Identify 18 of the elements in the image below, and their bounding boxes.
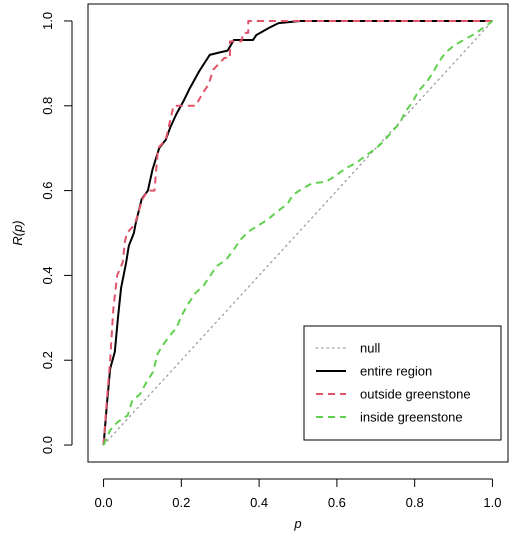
legend-label: entire region (360, 364, 432, 379)
y-tick-label: 0.8 (40, 96, 55, 115)
x-tick-label: 0.4 (250, 495, 268, 510)
y-tick-label: 0.0 (40, 436, 55, 454)
y-tick-label: 0.2 (40, 351, 55, 370)
x-tick-label: 0.0 (94, 495, 113, 510)
x-tick-label: 0.6 (328, 495, 346, 510)
y-tick-label: 0.6 (40, 182, 55, 200)
x-tick-label: 0.2 (172, 495, 190, 510)
x-axis-title: p (293, 516, 302, 531)
y-tick-label: 0.4 (40, 266, 55, 284)
y-axis-title: R(p) (10, 220, 25, 246)
legend-label: outside greenstone (360, 386, 471, 402)
legend-label: null (360, 340, 380, 356)
x-tick-label: 0.8 (406, 495, 424, 510)
y-tick-label: 1.0 (40, 12, 55, 30)
legend-label: inside greenstone (360, 410, 463, 425)
x-tick-label: 1.0 (483, 495, 502, 510)
